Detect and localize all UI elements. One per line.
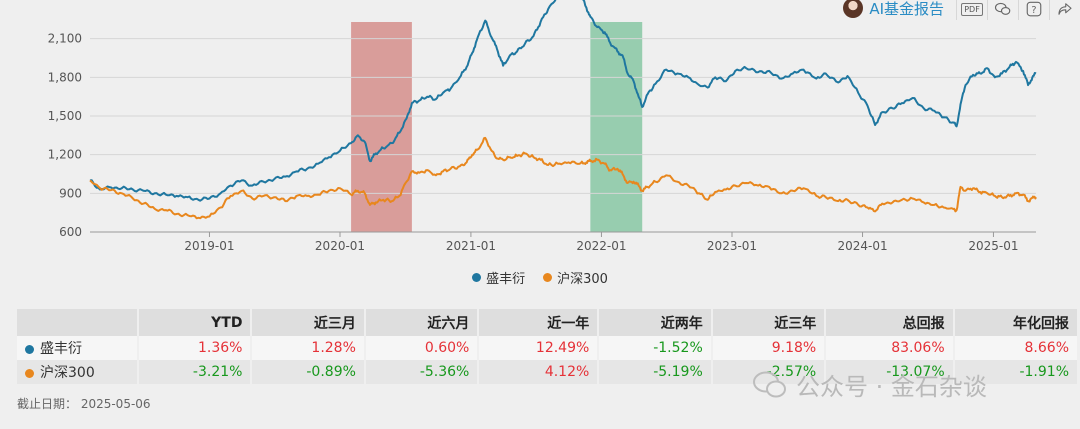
legend-item-index[interactable]: 沪深300	[543, 268, 608, 287]
series-line-1	[89, 136, 1037, 220]
x-tick-label: 2023-01	[707, 239, 757, 253]
x-tick-label: 2022-01	[576, 239, 626, 253]
x-tick-label: 2020-01	[315, 239, 365, 253]
y-tick-label: 1,500	[48, 109, 82, 123]
header-ytd: YTD	[138, 309, 253, 336]
ai-report-link[interactable]: AI基金报告	[869, 0, 944, 18]
x-tick-label: 2019-01	[184, 239, 234, 253]
series-dot	[25, 368, 34, 378]
table-cell: -0.89%	[251, 360, 366, 384]
y-tick-label: 600	[59, 225, 82, 239]
table-cell: 12.49%	[478, 336, 600, 360]
share-button[interactable]	[1049, 0, 1080, 20]
series-lines	[89, 0, 1037, 220]
header-name	[17, 309, 139, 336]
row-name-cell: 沪深300	[17, 360, 139, 384]
series-dot	[25, 344, 34, 354]
row-name-cell: 盛丰衍	[17, 336, 139, 360]
table-row: 盛丰衍 1.36% 1.28% 0.60% 12.49% -1.52% 9.18% 83.06…	[17, 336, 1080, 360]
header-6m: 近六月	[364, 309, 480, 336]
row-name: 沪深300	[40, 365, 95, 381]
y-tick-label: 900	[59, 186, 82, 200]
series-line-0	[89, 0, 1037, 202]
avatar	[843, 0, 864, 18]
table-cell: -5.36%	[364, 360, 480, 384]
row-name: 盛丰衍	[40, 341, 82, 357]
axes: 600 900 1,200 1,500 1,800 2,100 2019-01 2020-01…	[48, 32, 1036, 253]
top-toolbar: AI基金报告 PDF ?	[843, 0, 1080, 22]
header-3m: 近三月	[251, 309, 366, 336]
table-cell: -2.57%	[711, 360, 827, 384]
table-row: 沪深300 -3.21% -0.89% -5.36% 4.12% -5.19% -2.57%…	[17, 360, 1080, 384]
legend-dot-fund	[472, 273, 482, 282]
pdf-button[interactable]: PDF	[956, 0, 987, 20]
y-tick-label: 2,100	[48, 32, 82, 46]
header-2y: 近两年	[598, 309, 713, 336]
table-cell: 1.28%	[251, 336, 366, 360]
table-header-row: YTD 近三月 近六月 近一年 近两年 近三年 总回报 年化回报	[17, 309, 1080, 336]
table-cell: -13.07%	[825, 360, 955, 384]
legend-label-fund: 盛丰衍	[486, 272, 526, 287]
table-cell: 4.12%	[478, 360, 600, 384]
wechat-share-button[interactable]	[987, 0, 1018, 20]
grid	[90, 38, 1036, 233]
chart-legend: 盛丰衍 沪深300	[0, 268, 1080, 287]
performance-chart: 600 900 1,200 1,500 1,800 2,100 2019-01 2020-01…	[48, 0, 1037, 253]
table-cell: 0.60%	[364, 336, 480, 360]
header-total: 总回报	[825, 309, 955, 336]
header-1y: 近一年	[478, 309, 600, 336]
shaded-periods	[351, 22, 643, 232]
table-cell: -3.21%	[138, 360, 253, 384]
table-cell: -1.91%	[953, 360, 1080, 384]
shaded-period-1	[590, 22, 643, 232]
x-tick-label: 2021-01	[446, 239, 496, 253]
svg-text:?: ?	[1031, 5, 1036, 16]
as-of-date: 截止日期： 2025-05-06	[17, 397, 151, 411]
table-cell: -1.52%	[598, 336, 713, 360]
help-button[interactable]: ?	[1018, 0, 1049, 20]
x-tick-label: 2024-01	[837, 239, 887, 253]
table-cell: -5.19%	[598, 360, 713, 384]
header-annualized: 年化回报	[953, 309, 1080, 336]
legend-dot-index	[543, 273, 553, 282]
table-cell: 1.36%	[138, 336, 253, 360]
returns-table: YTD 近三月 近六月 近一年 近两年 近三年 总回报 年化回报 盛丰衍 1.36…	[17, 309, 1080, 384]
share-arrow-icon	[1058, 3, 1072, 15]
x-tick-label: 2025-01	[968, 239, 1018, 253]
header-3y: 近三年	[711, 309, 827, 336]
wechat-icon	[994, 2, 1011, 15]
table-cell: 9.18%	[711, 336, 827, 360]
table-cell: 83.06%	[825, 336, 955, 360]
legend-label-index: 沪深300	[557, 272, 608, 287]
pdf-icon: PDF	[961, 2, 983, 16]
help-icon: ?	[1026, 1, 1042, 17]
legend-item-fund[interactable]: 盛丰衍	[472, 268, 525, 287]
y-tick-label: 1,800	[48, 70, 82, 84]
table-cell: 8.66%	[953, 336, 1080, 360]
y-tick-label: 1,200	[48, 148, 82, 162]
